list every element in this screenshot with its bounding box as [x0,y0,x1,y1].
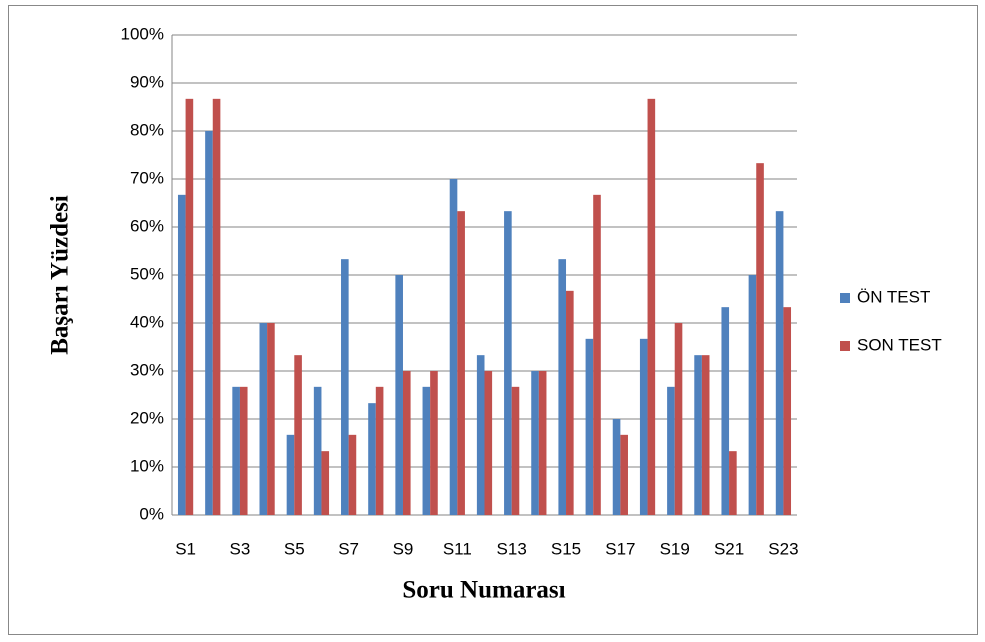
chart-border [8,5,978,635]
bar [694,355,702,515]
bar [422,386,431,515]
bar [612,419,621,515]
bar [667,386,675,515]
bar [593,194,601,515]
bar [430,371,438,515]
bar [674,323,683,515]
bar [457,211,465,515]
bar [531,371,539,515]
bar [313,386,322,515]
y-tick-label: 30% [130,360,164,379]
bar [585,338,594,515]
bar [721,307,730,515]
x-tick-label: S11 [443,539,472,558]
x-tick-label: S17 [605,539,635,558]
bar [620,434,628,515]
x-tick-label: S13 [497,539,527,558]
bar [177,194,186,515]
x-tick-label: S15 [551,539,581,558]
y-tick-label: 80% [130,120,164,139]
bar [775,211,784,515]
bar [239,386,248,515]
legend-swatch [840,341,850,351]
x-axis-title: Soru Numarası [402,577,565,604]
x-tick-label: S3 [230,539,251,558]
bar [212,98,221,515]
y-tick-label: 100% [121,24,164,43]
x-tick-label: S7 [338,539,359,558]
y-tick-label: 20% [130,408,164,427]
bar [294,355,302,515]
x-tick-label: S21 [714,539,744,558]
bar [748,275,757,515]
bar [267,323,275,515]
bar [449,179,458,515]
y-tick-label: 70% [130,168,164,187]
bar [756,163,764,515]
bar [375,386,384,515]
bar [504,211,512,515]
y-tick-label: 40% [130,312,164,331]
bar [286,434,295,515]
bar [729,451,737,515]
bar [321,451,330,515]
y-tick-label: 50% [130,264,164,283]
bar [205,131,213,515]
bar [566,290,574,515]
bar [402,371,411,515]
x-tick-label: S19 [660,539,690,558]
y-tick-label: 60% [130,216,164,235]
bar [185,98,194,515]
bar [232,386,240,515]
bar [484,371,493,515]
bar [538,371,547,515]
bar [341,259,349,515]
legend-label: SON TEST [857,335,942,354]
bar [395,275,403,515]
y-tick-label: 90% [130,72,164,91]
bar [511,386,520,515]
legend-label: ÖN TEST [857,287,930,306]
bar [701,355,710,515]
x-tick-label: S5 [284,539,305,558]
y-tick-label: 10% [130,456,164,475]
bar [558,259,567,515]
legend-swatch [840,293,850,303]
x-tick-label: S1 [175,539,196,558]
bar [476,355,485,515]
bar [647,98,656,515]
bar [639,338,648,515]
y-axis-title: Başarı Yüzdesi [47,195,74,355]
bar [348,434,357,515]
bar [259,323,268,515]
bar [368,403,376,515]
x-tick-label: S9 [393,539,414,558]
bar [783,307,792,515]
x-tick-label: S23 [768,539,798,558]
y-tick-label: 0% [139,504,164,523]
